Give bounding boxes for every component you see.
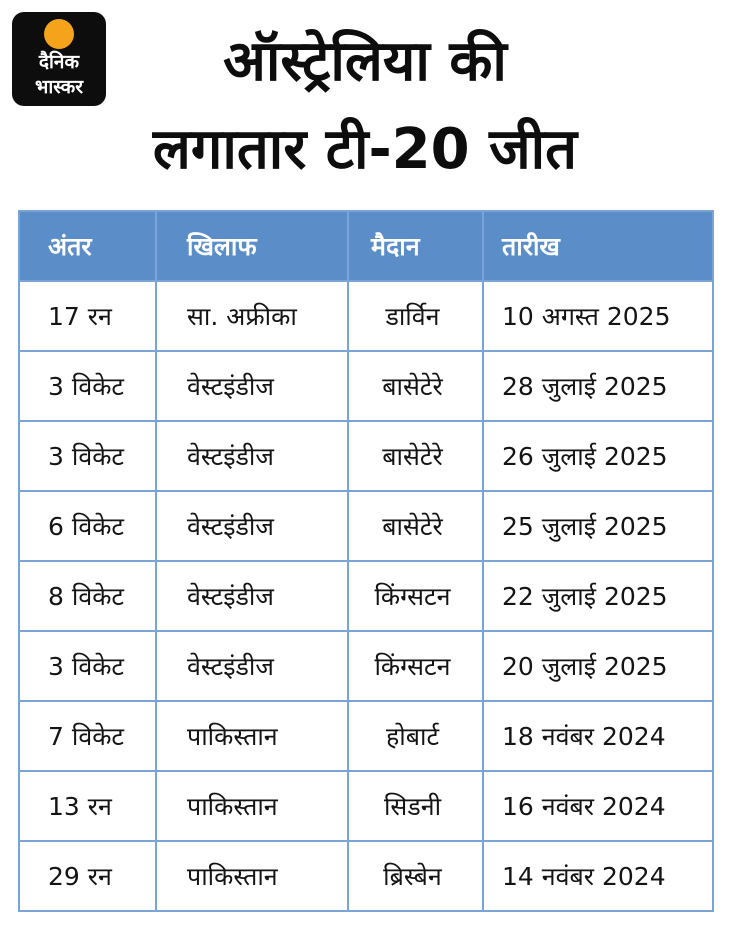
cell-date: 14 नवंबर 2024 (482, 840, 714, 912)
logo-text: दैनिक भास्कर (35, 50, 83, 99)
cell-opponent: पाकिस्तान (155, 840, 349, 912)
cell-margin: 3 विकेट (18, 350, 157, 422)
page-title-line1: ऑस्ट्रेलिया की (223, 29, 507, 94)
cell-opponent: वेस्टइंडीज (155, 630, 349, 702)
cell-margin: 3 विकेट (18, 420, 157, 492)
cell-date: 10 अगस्त 2025 (482, 280, 714, 352)
table-row: 7 विकेट पाकिस्तान होबार्ट 18 नवंबर 2024 (18, 700, 714, 772)
table-row: 8 विकेट वेस्टइंडीज किंग्सटन 22 जुलाई 202… (18, 560, 714, 632)
wins-table: अंतर खिलाफ मैदान तारीख 17 रन सा. अफ्रीका… (18, 210, 714, 912)
table-row: 13 रन पाकिस्तान सिडनी 16 नवंबर 2024 (18, 770, 714, 842)
cell-date: 22 जुलाई 2025 (482, 560, 714, 632)
cell-date: 26 जुलाई 2025 (482, 420, 714, 492)
sun-icon (44, 19, 74, 49)
column-header-opponent: खिलाफ (155, 210, 349, 282)
table-row: 3 विकेट वेस्टइंडीज किंग्सटन 20 जुलाई 202… (18, 630, 714, 702)
cell-date: 28 जुलाई 2025 (482, 350, 714, 422)
cell-opponent: वेस्टइंडीज (155, 350, 349, 422)
table-row: 3 विकेट वेस्टइंडीज बासेटेरे 28 जुलाई 202… (18, 350, 714, 422)
cell-venue: किंग्सटन (347, 630, 484, 702)
cell-opponent: पाकिस्तान (155, 770, 349, 842)
page-title: ऑस्ट्रेलिया की लगातार टी-20 जीत (0, 0, 730, 194)
table-row: 29 रन पाकिस्तान ब्रिस्बेन 14 नवंबर 2024 (18, 840, 714, 912)
cell-venue: ब्रिस्बेन (347, 840, 484, 912)
column-header-venue: मैदान (347, 210, 484, 282)
cell-opponent: वेस्टइंडीज (155, 490, 349, 562)
logo-line2: भास्कर (34, 75, 84, 98)
cell-margin: 3 विकेट (18, 630, 157, 702)
table-header-row: अंतर खिलाफ मैदान तारीख (18, 210, 714, 282)
cell-date: 25 जुलाई 2025 (482, 490, 714, 562)
cell-opponent: वेस्टइंडीज (155, 560, 349, 632)
cell-opponent: सा. अफ्रीका (155, 280, 349, 352)
cell-margin: 29 रन (18, 840, 157, 912)
cell-opponent: पाकिस्तान (155, 700, 349, 772)
cell-margin: 17 रन (18, 280, 157, 352)
cell-venue: बासेटेरे (347, 350, 484, 422)
cell-opponent: वेस्टइंडीज (155, 420, 349, 492)
column-header-margin: अंतर (18, 210, 157, 282)
dainik-bhaskar-logo: दैनिक भास्कर (12, 12, 106, 106)
cell-date: 18 नवंबर 2024 (482, 700, 714, 772)
cell-venue: सिडनी (347, 770, 484, 842)
cell-venue: किंग्सटन (347, 560, 484, 632)
cell-venue: डार्विन (347, 280, 484, 352)
cell-date: 20 जुलाई 2025 (482, 630, 714, 702)
table-row: 17 रन सा. अफ्रीका डार्विन 10 अगस्त 2025 (18, 280, 714, 352)
table-row: 6 विकेट वेस्टइंडीज बासेटेरे 25 जुलाई 202… (18, 490, 714, 562)
cell-margin: 8 विकेट (18, 560, 157, 632)
logo-line1: दैनिक (38, 51, 80, 73)
table-row: 3 विकेट वेस्टइंडीज बासेटेरे 26 जुलाई 202… (18, 420, 714, 492)
cell-venue: बासेटेरे (347, 420, 484, 492)
cell-margin: 13 रन (18, 770, 157, 842)
column-header-date: तारीख (482, 210, 714, 282)
cell-venue: बासेटेरे (347, 490, 484, 562)
cell-date: 16 नवंबर 2024 (482, 770, 714, 842)
cell-margin: 7 विकेट (18, 700, 157, 772)
cell-venue: होबार्ट (347, 700, 484, 772)
page-title-line2: लगातार टी-20 जीत (152, 116, 578, 182)
cell-margin: 6 विकेट (18, 490, 157, 562)
